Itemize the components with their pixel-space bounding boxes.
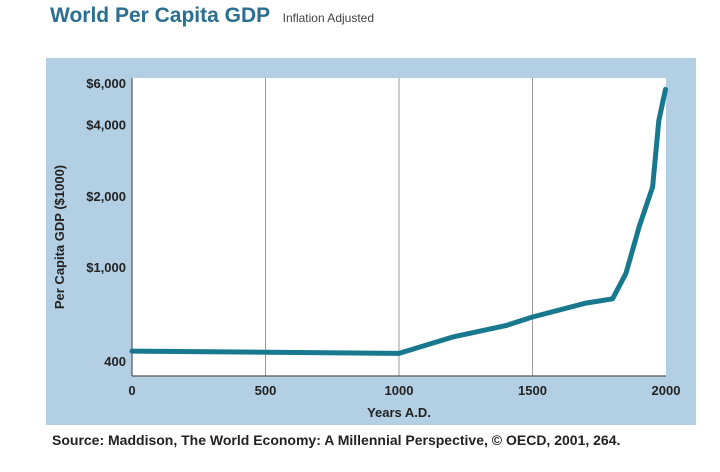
chart-title-row: World Per Capita GDP Inflation Adjusted: [50, 4, 374, 28]
x-axis-ticks: 0 500 1000 1500 2000: [128, 383, 680, 398]
y-tick-label: $2,000: [86, 189, 126, 204]
x-tick-label: 1500: [518, 383, 547, 398]
grid-lines: [131, 78, 666, 377]
y-tick-label: 400: [104, 354, 126, 369]
series-layer: [129, 86, 668, 356]
y-tick-label: $1,000: [86, 260, 126, 275]
x-tick-label: 500: [255, 383, 277, 398]
series-line-0: [129, 86, 668, 356]
x-tick-label: 2000: [652, 383, 681, 398]
x-tick-label: 0: [128, 383, 135, 398]
y-axis-label: Per Capita GDP ($1000): [52, 165, 67, 309]
y-tick-label: $6,000: [86, 76, 126, 91]
y-tick-label: $4,000: [86, 118, 126, 133]
chart-subtitle: Inflation Adjusted: [282, 11, 375, 25]
x-tick-label: 1000: [385, 383, 414, 398]
chart-title: World Per Capita GDP: [50, 4, 271, 27]
y-axis-ticks: 400 $1,000 $2,000 $4,000 $6,000: [86, 76, 126, 369]
x-axis-label: Years A.D.: [367, 405, 431, 420]
source-citation: Source: Maddison, The World Economy: A M…: [52, 432, 621, 448]
